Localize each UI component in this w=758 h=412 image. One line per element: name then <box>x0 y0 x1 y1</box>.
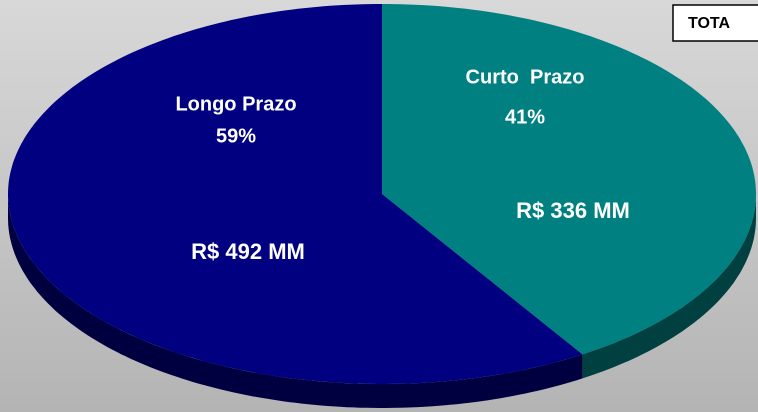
slice <box>382 4 756 355</box>
slice-side <box>8 194 583 408</box>
amount-label: R$ 336 MM <box>516 198 630 223</box>
pie: Curto Prazo 41% R$ 336 MM Longo Prazo 59% R$ … <box>8 4 756 408</box>
slice-label: Curto Prazo <box>466 66 585 88</box>
slice-side <box>582 194 756 379</box>
percent-label: 59% <box>216 125 256 147</box>
amount-label: R$ 492 MM <box>191 239 305 264</box>
percent-label: 41% <box>505 106 545 128</box>
total-box <box>672 4 758 42</box>
total-label: TOTA <box>688 15 731 32</box>
slice-label: Longo Prazo <box>175 93 296 115</box>
slice <box>8 4 583 384</box>
